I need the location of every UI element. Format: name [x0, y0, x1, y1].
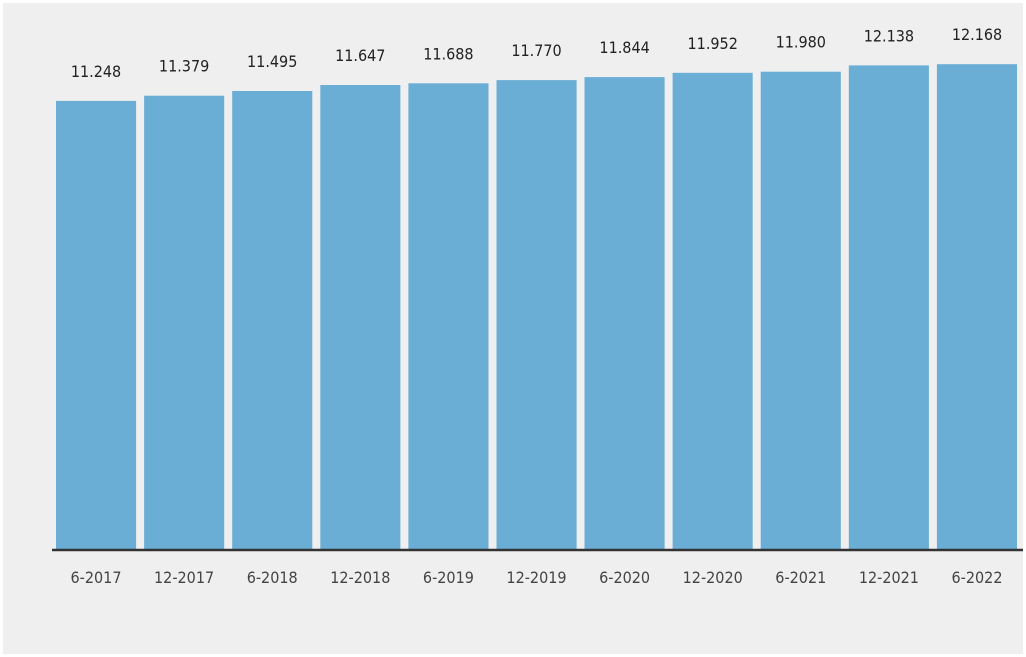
data-label: 11.647 — [335, 46, 385, 65]
x-tick-label: 12-2017 — [154, 568, 214, 587]
data-label: 12.168 — [952, 25, 1002, 44]
x-tick-label: 12-2020 — [683, 568, 743, 587]
bar-12-2021 — [848, 65, 929, 551]
bar-12-2018 — [320, 85, 401, 550]
x-tick-label: 12-2021 — [859, 568, 919, 587]
x-tick-label: 12-2019 — [506, 568, 566, 587]
data-label: 11.495 — [247, 52, 297, 71]
data-label: 11.770 — [511, 41, 561, 60]
bar-6-2019 — [408, 83, 489, 551]
x-tick-label: 6-2019 — [423, 568, 474, 587]
x-tick-label: 12-2018 — [330, 568, 390, 587]
chart-panel: 11.248 11.379 11.495 11.647 11.688 11.770 11.8… — [3, 3, 1023, 654]
bar-6-2022 — [936, 64, 1017, 550]
data-label: 11.248 — [71, 62, 121, 81]
data-label: 11.980 — [776, 33, 826, 52]
data-label: 11.688 — [423, 44, 473, 63]
bar-6-2018 — [232, 91, 313, 550]
data-label: 12.138 — [864, 26, 914, 45]
x-tick-label: 6-2021 — [775, 568, 826, 587]
bar-12-2020 — [672, 72, 753, 551]
x-tick-label: 6-2020 — [599, 568, 650, 587]
data-label: 11.379 — [159, 57, 209, 76]
bar-12-2019 — [496, 80, 577, 550]
x-tick-label: 6-2018 — [247, 568, 298, 587]
x-tick-label: 6-2017 — [71, 568, 122, 587]
data-label: 11.952 — [688, 34, 738, 53]
x-tick-labels-layer: 6-2017 12-2017 6-2018 12-2018 6-2019 12-2019 6… — [71, 568, 1003, 587]
data-label: 11.844 — [599, 38, 649, 57]
bar-6-2017 — [56, 100, 137, 551]
bar-6-2020 — [584, 77, 665, 550]
bar-6-2021 — [760, 71, 841, 550]
data-labels-layer: 11.248 11.379 11.495 11.647 11.688 11.770 11.8… — [71, 25, 1002, 81]
bars-layer — [56, 64, 1017, 551]
bar-chart: 11.248 11.379 11.495 11.647 11.688 11.770 11.8… — [52, 25, 1023, 587]
bar-12-2017 — [144, 95, 225, 550]
x-tick-label: 6-2022 — [952, 568, 1003, 587]
